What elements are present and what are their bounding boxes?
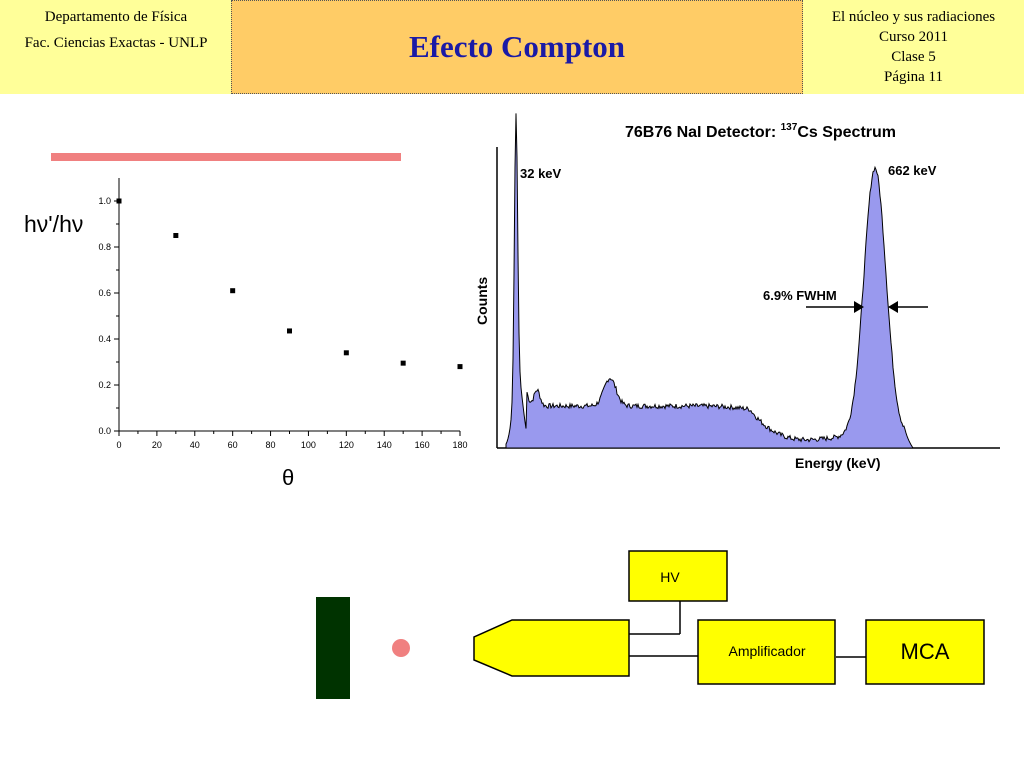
- class-number: Clase 5: [891, 49, 936, 65]
- course-title: El núcleo y sus radiaciones: [831, 9, 996, 25]
- page-number: Página 11: [883, 69, 944, 85]
- detector-shape: [473, 619, 630, 677]
- absorber-block: [316, 597, 350, 699]
- scatter-y-tick-label: 0.2: [98, 380, 111, 390]
- scatter-x-tick-label: 40: [190, 440, 200, 450]
- scatter-x-tick-label: 80: [266, 440, 276, 450]
- mca-box: [865, 619, 985, 685]
- scatter-y-tick-label: 0.4: [98, 334, 111, 344]
- spectrum-title: 76B76 NaI Detector: 137Cs Spectrum: [625, 122, 896, 141]
- header-left: Departamento de Física Fac. Ciencias Exa…: [0, 0, 232, 94]
- scatter-y-tick-label: 0.6: [98, 288, 111, 298]
- mca-label: MCA: [901, 639, 950, 664]
- fwhm-label: 6.9% FWHM: [763, 288, 837, 303]
- scatter-point: [400, 360, 406, 366]
- spectrum-y-label: Counts: [474, 277, 490, 325]
- scatter-x-tick-label: 140: [377, 440, 392, 450]
- scatter-point: [230, 288, 236, 294]
- fwhm-arrows: [806, 301, 928, 313]
- scatter-x-tick-label: 20: [152, 440, 162, 450]
- scatter-x-tick-label: 0: [116, 440, 121, 450]
- scatter-x-tick-label: 160: [415, 440, 430, 450]
- scatter-y-tick-label: 1.0: [98, 196, 111, 206]
- scatter-x-tick-label: 180: [452, 440, 467, 450]
- spectrum-x-label: Energy (keV): [795, 455, 881, 471]
- scatter-point: [287, 328, 292, 334]
- source-dot: [392, 639, 410, 657]
- highlight-bar: [51, 153, 401, 161]
- scatter-y-label: hν'/hν: [24, 211, 83, 237]
- scatter-x-tick-label: 60: [228, 440, 238, 450]
- peak-32kev-label: 32 keV: [520, 166, 562, 181]
- cs137-spectrum-chart: 76B76 NaI Detector: 137Cs Spectrum 32 ke…: [474, 113, 1000, 471]
- scatter-point: [457, 364, 463, 370]
- scatter-y-tick-label: 0.0: [98, 426, 111, 436]
- hv-box: [628, 550, 728, 602]
- department-label: Departamento de Física: [44, 9, 188, 25]
- scatter-x-tick-label: 100: [301, 440, 316, 450]
- scatter-point: [116, 198, 122, 204]
- peak-662kev-label: 662 keV: [888, 163, 937, 178]
- hv-label: HV: [660, 569, 680, 585]
- scatter-point: [173, 233, 179, 238]
- setup-diagram: HV Amplificador MCA: [316, 550, 985, 699]
- header-right: El núcleo y sus radiaciones Curso 2011 C…: [803, 0, 1024, 94]
- scatter-point: [343, 350, 349, 356]
- amplifier-label: Amplificador: [728, 643, 805, 659]
- scatter-x-label: θ: [282, 465, 294, 490]
- course-year: Curso 2011: [878, 29, 949, 45]
- compton-ratio-chart: hν'/hν θ 0 20 40 60 80 100 120 140 160 180 0.0 0.2 0…: [24, 178, 468, 490]
- header-center: Efecto Compton: [231, 0, 803, 94]
- faculty-label: Fac. Ciencias Exactas - UNLP: [24, 35, 208, 51]
- scatter-x-tick-label: 120: [339, 440, 354, 450]
- spectrum-curve: [505, 113, 1000, 449]
- page-title: Efecto Compton: [408, 29, 626, 64]
- scatter-y-tick-label: 0.8: [98, 242, 111, 252]
- amplifier-box: [697, 619, 836, 685]
